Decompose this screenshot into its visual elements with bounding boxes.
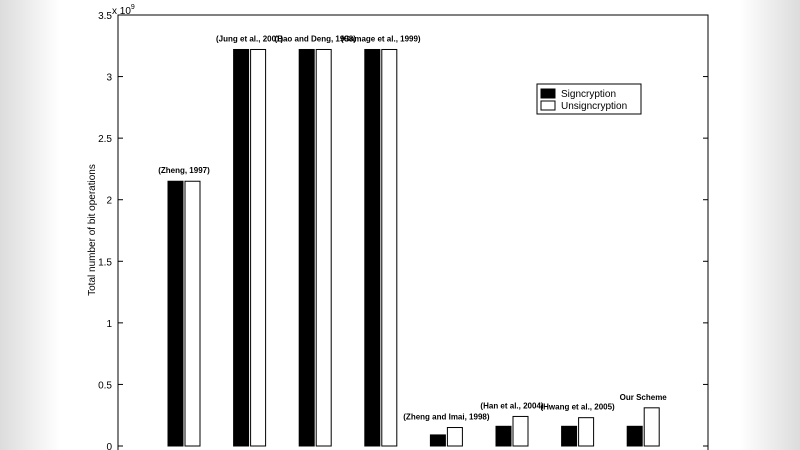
signcryption-bar: [495, 425, 512, 447]
category-label: (Hwang et al., 2005): [540, 403, 615, 412]
category-label: (Gamage et al., 1999): [341, 34, 421, 43]
bars-group: [167, 48, 660, 447]
category-label: (Zheng, 1997): [158, 166, 210, 175]
category-label: (Han et al., 2004): [480, 401, 543, 410]
legend-label: Signcryption: [561, 89, 616, 100]
unsigncryption-bar: [446, 427, 463, 447]
unsigncryption-bar: [578, 417, 595, 447]
y-tick-label: 3: [106, 73, 112, 84]
y-axis: 0 0.5 1 1.5 2 2.5 3 3.5: [98, 11, 708, 450]
legend-swatch: [540, 88, 556, 99]
y-exponent-label: x 109: [112, 4, 135, 17]
signcryption-bar: [233, 48, 250, 447]
left-edge-shade: [0, 0, 60, 450]
plot-area: [117, 14, 709, 450]
legend-swatch: [540, 100, 556, 111]
signcryption-bar: [364, 48, 381, 447]
y-tick-label: 1.5: [98, 257, 112, 268]
signcryption-bar: [626, 425, 643, 447]
y-tick-label: 2.5: [98, 134, 112, 145]
signcryption-bar: [167, 180, 184, 447]
y-tick-label: 0.5: [98, 380, 112, 391]
y-tick-label: 1: [106, 319, 112, 330]
unsigncryption-bar: [315, 48, 332, 447]
category-label: (Bao and Deng, 1998): [275, 34, 357, 43]
y-tick-label: 0: [106, 442, 112, 450]
right-edge-shade: [740, 0, 800, 450]
y-tick-label: 3.5: [98, 11, 112, 22]
unsigncryption-bar: [643, 407, 660, 447]
signcryption-bar: [298, 48, 315, 447]
unsigncryption-bar: [381, 48, 398, 447]
unsigncryption-bar: [512, 415, 529, 447]
y-axis-label: Total number of bit operations: [87, 164, 98, 296]
unsigncryption-bar: [250, 48, 267, 447]
category-label: (Jung et al., 2001): [216, 34, 283, 43]
legend-label: Unsigncryption: [561, 101, 627, 112]
signcryption-bar: [561, 425, 578, 447]
category-label: Our Scheme: [620, 393, 668, 402]
unsigncryption-bar: [184, 180, 201, 447]
y-tick-label: 2: [106, 196, 112, 207]
category-labels: (Zheng, 1997) (Jung et al., 2001)(Bao and…: [158, 34, 667, 421]
category-label: (Zheng and Imai, 1998): [403, 413, 490, 422]
signcryption-bar: [429, 434, 446, 447]
